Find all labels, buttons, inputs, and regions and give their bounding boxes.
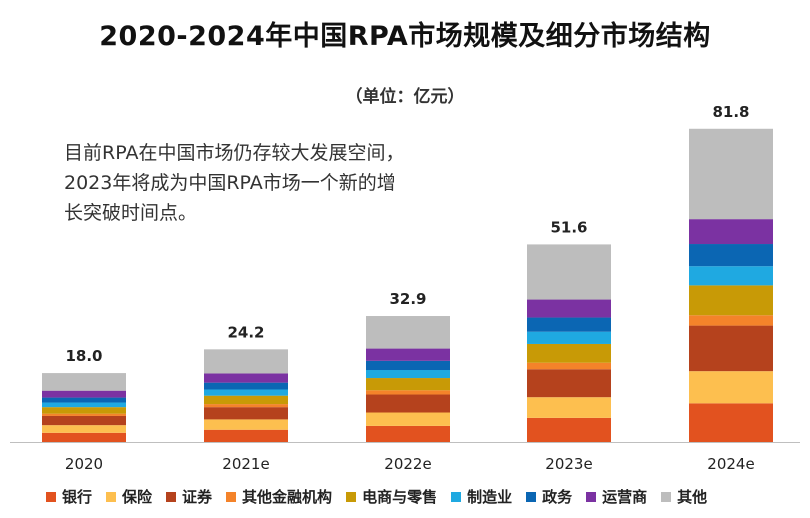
- legend-label: 制造业: [467, 488, 513, 506]
- bar-segment: [366, 425, 450, 442]
- bar-total-label: 32.9: [389, 290, 426, 308]
- legend-label: 证券: [182, 488, 213, 506]
- bar-segment: [42, 402, 126, 408]
- bar-segment: [366, 348, 450, 361]
- legend-item: 证券: [166, 486, 212, 507]
- bar-segment: [366, 394, 450, 413]
- legend-label: 政务: [542, 488, 573, 506]
- bar-segment: [689, 128, 773, 220]
- legend-item: 制造业: [451, 486, 512, 507]
- bar-segment: [527, 299, 611, 318]
- bar-segment: [527, 317, 611, 332]
- bar-segment: [366, 390, 450, 395]
- bar-segment: [527, 331, 611, 344]
- bar-segment: [204, 419, 288, 430]
- annotation-line: 目前RPA在中国市场仍存较大发展空间，: [64, 142, 405, 164]
- legend-label: 保险: [122, 488, 153, 506]
- bar-segment: [689, 325, 773, 372]
- bar-segment: [42, 373, 126, 391]
- unit-label: （单位：亿元）: [345, 87, 465, 107]
- bar-segment: [42, 432, 126, 442]
- annotation-line: 长突破时间点。: [64, 202, 198, 224]
- chart-legend: 银行 保险 证券 其他金融机构 电商与零售 制造业 政务 运营商 其他: [46, 486, 806, 507]
- legend-swatch: [586, 491, 597, 502]
- legend-label: 电商与零售: [362, 488, 438, 506]
- bar-segment: [366, 316, 450, 349]
- annotation-text: 目前RPA在中国市场仍存较大发展空间， 2023年将成为中国RPA市场一个新的增…: [64, 138, 464, 228]
- bar-segment: [527, 244, 611, 300]
- bar-total-label: 81.8: [712, 103, 749, 121]
- bar-segment: [527, 343, 611, 363]
- legend-swatch: [106, 491, 117, 502]
- legend-swatch: [346, 491, 357, 502]
- bar-segment: [527, 362, 611, 370]
- bar-segment: [204, 429, 288, 442]
- bar-segment: [689, 266, 773, 286]
- bar-segment: [366, 378, 450, 391]
- legend-swatch: [46, 491, 56, 502]
- legend-swatch: [526, 491, 537, 502]
- legend-label: 其他金融机构: [242, 488, 333, 506]
- legend-item: 其他: [661, 486, 707, 507]
- bar-segment: [204, 395, 288, 405]
- bar-segment: [689, 219, 773, 245]
- x-tick-label: 2022e: [384, 455, 431, 473]
- x-tick-label: 2021e: [222, 455, 269, 473]
- bar-segment: [42, 397, 126, 403]
- bar-segment: [42, 425, 126, 433]
- bar-segment: [527, 397, 611, 418]
- bar-segment: [204, 373, 288, 383]
- legend-item: 保险: [106, 486, 152, 507]
- bar-segment: [204, 404, 288, 408]
- legend-item: 其他金融机构: [226, 486, 332, 507]
- bar-segment: [204, 389, 288, 396]
- bar-segment: [42, 390, 126, 398]
- legend-swatch: [226, 491, 237, 502]
- bar-segment: [527, 417, 611, 442]
- bar-segment: [366, 370, 450, 379]
- bar-segment: [366, 360, 450, 371]
- bar-segment: [42, 413, 126, 416]
- bar-segment: [689, 285, 773, 316]
- bar-segment: [204, 407, 288, 420]
- legend-swatch: [661, 491, 672, 502]
- x-tick-label: 2024e: [707, 455, 754, 473]
- bar-segment: [689, 315, 773, 326]
- legend-swatch: [451, 491, 462, 502]
- legend-item: 运营商: [586, 486, 647, 507]
- legend-item: 政务: [526, 486, 572, 507]
- legend-label: 运营商: [602, 488, 648, 506]
- bar-segment: [42, 415, 126, 426]
- bar-segment: [689, 244, 773, 267]
- bar-segment: [689, 371, 773, 404]
- bar-segment: [366, 412, 450, 426]
- bar-total-label: 18.0: [65, 347, 102, 365]
- x-tick-label: 2020: [65, 455, 103, 473]
- legend-item: 电商与零售: [346, 486, 437, 507]
- chart-title: 2020-2024年中国RPA市场规模及细分市场结构: [99, 21, 711, 52]
- bar-total-label: 24.2: [227, 323, 264, 341]
- legend-swatch: [166, 491, 177, 502]
- bar-segment: [689, 403, 773, 442]
- bar-segment: [527, 369, 611, 398]
- bar-total-label: 51.6: [550, 218, 587, 236]
- legend-label: 其他: [677, 488, 708, 506]
- legend-item: 银行: [46, 486, 92, 507]
- stacked-bar-chart: 18.0 2020 24.2 2021e 32.9 2022e 51.6 2023e 81.8 2…: [10, 103, 800, 473]
- annotation-line: 2023年将成为中国RPA市场一个新的增: [64, 172, 396, 194]
- bar-segment: [204, 382, 288, 390]
- legend-label: 银行: [62, 488, 93, 506]
- bar-segment: [204, 349, 288, 374]
- bar-segment: [42, 407, 126, 414]
- x-tick-label: 2023e: [545, 455, 592, 473]
